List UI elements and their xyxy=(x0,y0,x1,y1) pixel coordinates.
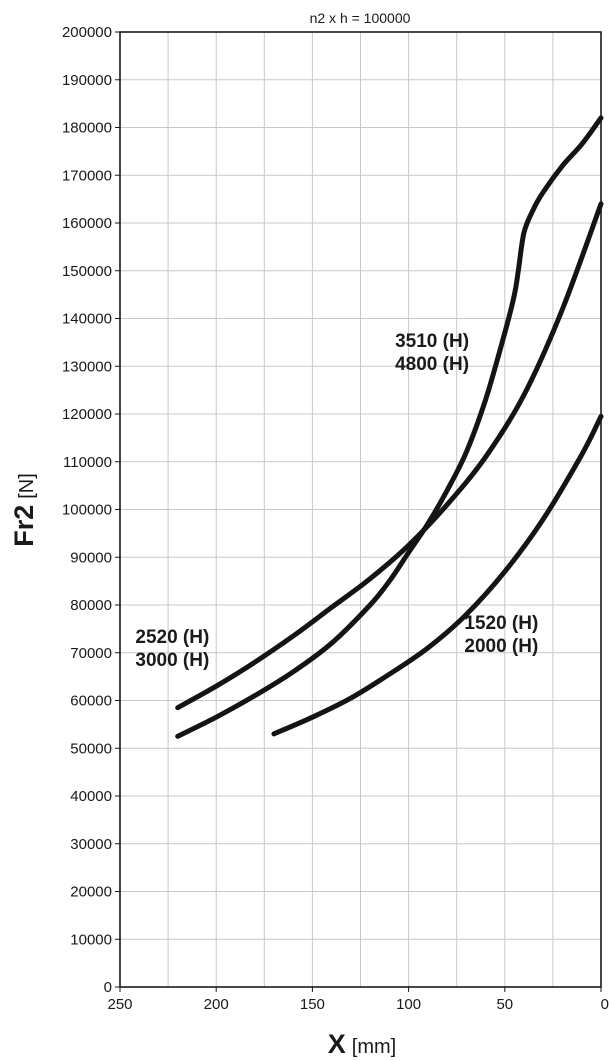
y-tick-label: 30000 xyxy=(70,836,112,853)
y-tick-label: 170000 xyxy=(62,167,112,184)
y-tick-label: 100000 xyxy=(62,502,112,519)
curve-label-3-line-2: 2000 (H) xyxy=(464,636,538,657)
y-tick-label: 140000 xyxy=(62,311,112,328)
y-tick-label: 20000 xyxy=(70,884,112,901)
y-tick-label: 160000 xyxy=(62,215,112,232)
x-tick-label: 0 xyxy=(601,996,609,1013)
y-tick-label: 130000 xyxy=(62,358,112,375)
curve-label-3-line-1: 1520 (H) xyxy=(464,613,538,634)
curve-label-1-line-1: 3510 (H) xyxy=(395,331,469,352)
y-tick-label: 0 xyxy=(104,979,112,996)
y-tick-label: 50000 xyxy=(70,740,112,757)
x-tick-label: 250 xyxy=(107,996,132,1013)
curve-annotations: 3510 (H)4800 (H) 2520 (H)3000 (H) 1520 (H)… xyxy=(135,331,538,671)
y-tick-label: 110000 xyxy=(63,454,112,471)
y-tick-labels: 0 10000 20000 30000 40000 50000 60000 70000 8000… xyxy=(62,24,120,996)
curve-label-2-line-1: 2520 (H) xyxy=(135,627,209,648)
grid xyxy=(120,32,601,987)
y-tick-label: 40000 xyxy=(70,788,112,805)
series-line-2 xyxy=(175,201,604,711)
y-tick-label: 190000 xyxy=(62,72,112,89)
y-axis-label-main: Fr2 xyxy=(9,505,39,547)
x-axis-label: X [mm] xyxy=(328,1029,396,1059)
y-tick-label: 150000 xyxy=(62,263,112,280)
y-tick-label: 10000 xyxy=(70,931,112,948)
series-layer xyxy=(175,115,604,739)
x-tick-label: 50 xyxy=(496,996,513,1013)
y-tick-label: 90000 xyxy=(70,549,112,566)
series-line-1 xyxy=(175,115,604,739)
y-axis-label: Fr2 [N] xyxy=(9,473,39,547)
x-tick-label: 100 xyxy=(396,996,421,1013)
x-tick-label: 200 xyxy=(204,996,229,1013)
x-tick-label: 150 xyxy=(300,996,325,1013)
y-tick-label: 60000 xyxy=(70,693,112,710)
x-axis-label-unit: [mm] xyxy=(352,1036,396,1058)
series-line-3 xyxy=(271,413,604,737)
y-tick-label: 120000 xyxy=(62,406,112,423)
curve-label-2-line-2: 3000 (H) xyxy=(135,650,209,671)
y-tick-label: 180000 xyxy=(62,120,112,137)
y-axis-label-unit: [N] xyxy=(16,473,38,499)
y-tick-label: 200000 xyxy=(62,24,112,41)
x-tick-labels: 250 200 150 100 50 0 xyxy=(107,987,609,1013)
x-axis-label-main: X xyxy=(328,1029,346,1059)
y-tick-label: 70000 xyxy=(70,645,112,662)
chart-title: n2 x h = 100000 xyxy=(310,10,411,26)
y-tick-label: 80000 xyxy=(70,597,112,614)
curve-label-1-line-2: 4800 (H) xyxy=(395,354,469,375)
